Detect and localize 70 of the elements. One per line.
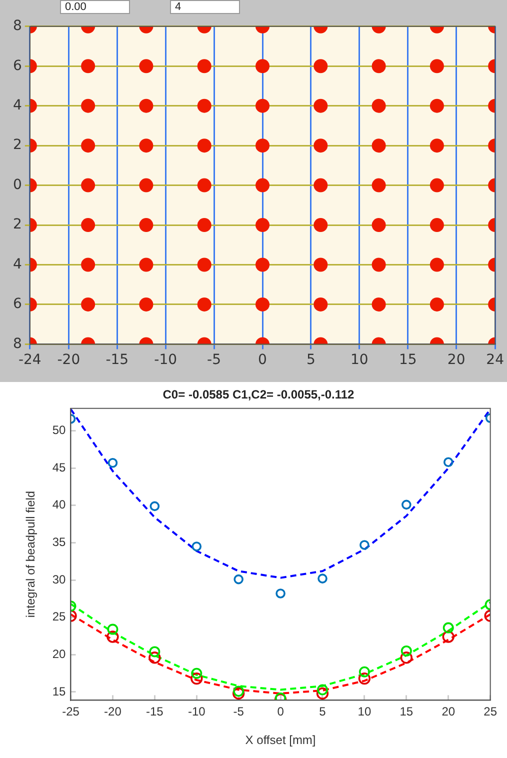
y-tick-label: 4 <box>12 97 22 114</box>
x-tick-label: 20 <box>447 352 466 368</box>
point <box>318 574 328 584</box>
point <box>192 542 202 552</box>
point <box>149 646 160 658</box>
y-tick-label: 8 <box>12 18 22 34</box>
y-tick-label: 50 <box>52 423 66 438</box>
text: 4 <box>170 0 240 14</box>
point <box>107 624 118 635</box>
y-tick-label: 6 <box>12 296 22 312</box>
chart-title: C0= -0.0585 C1,C2= -0.0055,-0.112 <box>162 388 355 402</box>
point <box>276 588 286 598</box>
y-tick-label: 2 <box>12 216 22 233</box>
y-tick-label: 2 <box>12 137 22 154</box>
point <box>106 630 119 643</box>
x-tick-label: -10 <box>154 352 178 368</box>
point <box>442 630 454 643</box>
point <box>150 501 160 512</box>
y-tick-label: 35 <box>52 535 66 550</box>
y-tick-label: 30 <box>52 572 66 586</box>
y-tick-label: 15 <box>52 684 66 698</box>
x-tick-label: -5 <box>207 352 222 368</box>
point <box>233 686 244 697</box>
x-tick-label: -15 <box>106 352 129 368</box>
point <box>191 668 202 679</box>
y-tick-label: 0 <box>12 176 22 193</box>
point <box>402 500 412 510</box>
x-tick-label: 15 <box>398 352 417 368</box>
point <box>190 672 203 685</box>
point <box>360 540 370 550</box>
point <box>108 458 118 468</box>
x-axis-title: X offset [mm] <box>245 733 316 748</box>
y-tick-label: 6 <box>12 58 22 74</box>
x-tick-label: 5 <box>306 352 316 368</box>
y-axis-title: integral of beadpull field <box>24 490 38 618</box>
point <box>234 574 244 584</box>
point <box>232 687 245 700</box>
text: 0.00 <box>60 0 130 14</box>
point <box>148 652 161 664</box>
point <box>442 622 454 634</box>
x-tick-label: 10 <box>350 352 368 368</box>
x-tick-label: 25 <box>484 704 498 719</box>
x-tick-label: 5 <box>319 704 326 719</box>
x-tick-label: 15 <box>400 704 414 719</box>
line-series <box>70 408 490 579</box>
x-tick-label: 0 <box>277 704 284 719</box>
x-tick-label: -15 <box>146 704 164 719</box>
x-tick-label: -10 <box>188 704 206 719</box>
point <box>358 672 371 685</box>
point <box>400 652 413 664</box>
point <box>443 457 454 468</box>
x-tick-label: 20 <box>442 704 456 719</box>
x-tick-label: -20 <box>104 704 122 719</box>
x-tick-label: 0 <box>258 352 267 368</box>
x-tick-label: -20 <box>57 352 80 368</box>
y-tick-label: 40 <box>52 498 66 512</box>
x-tick-label: 24 <box>486 352 504 368</box>
y-tick-label: 4 <box>12 256 22 272</box>
point <box>358 666 370 678</box>
x-tick-label: 10 <box>358 704 372 719</box>
point <box>316 687 329 700</box>
y-tick-label: 8 <box>12 336 22 352</box>
y-tick-label: 45 <box>52 460 66 474</box>
x-tick-label: -24 <box>18 352 42 368</box>
point <box>400 645 412 656</box>
y-tick-label: 20 <box>52 646 66 661</box>
point <box>316 684 328 696</box>
x-tick-label: -5 <box>233 704 244 719</box>
y-tick-label: 25 <box>52 610 66 624</box>
x-tick-label: -25 <box>62 704 80 719</box>
